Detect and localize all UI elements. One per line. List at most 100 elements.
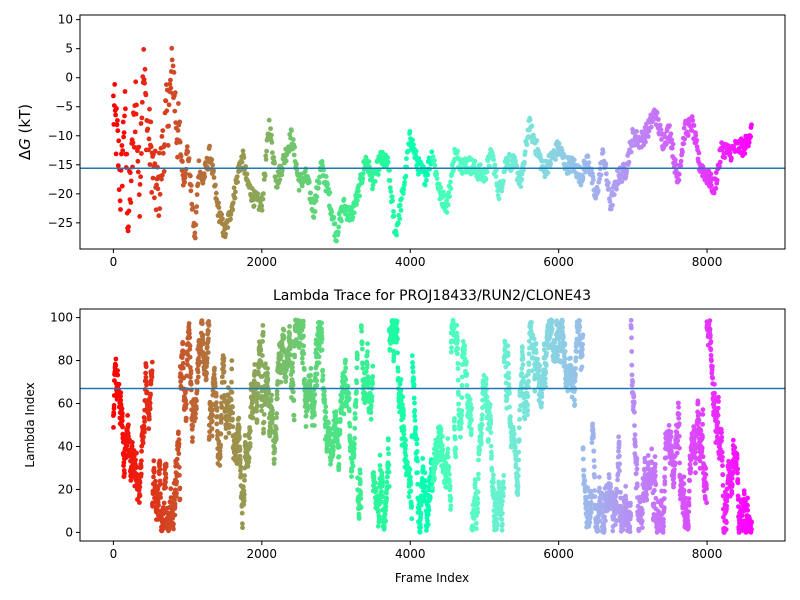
delta-g-point	[316, 180, 322, 186]
lambda-point	[577, 324, 583, 330]
lambda-point	[410, 369, 416, 375]
lambda-point	[415, 470, 420, 475]
delta-g-point	[681, 125, 687, 131]
lambda-point	[440, 434, 445, 439]
lambda-point	[219, 405, 225, 410]
lambda-point	[539, 394, 545, 399]
lambda-point	[290, 364, 295, 370]
lambda-point	[516, 457, 521, 463]
lambda-point	[351, 446, 357, 451]
lambda-point	[217, 454, 223, 460]
lambda-point	[590, 421, 595, 427]
lambda-point	[247, 441, 253, 447]
lambda-point	[447, 479, 452, 485]
lambda-point	[146, 426, 152, 432]
lambda-point	[475, 500, 481, 506]
lambda-point	[190, 435, 195, 440]
delta-g-point	[232, 195, 238, 201]
delta-g-point	[127, 170, 133, 176]
delta-g-point	[192, 235, 198, 241]
lambda-point	[115, 372, 121, 378]
delta-g-y-axis-label: ΔG (kT)	[16, 104, 34, 160]
delta-g-point	[496, 196, 502, 202]
lambda-point	[606, 475, 612, 481]
lambda-point	[265, 366, 270, 371]
delta-g-point	[327, 190, 333, 196]
lambda-point	[292, 354, 297, 360]
lambda-point	[370, 381, 375, 387]
lambda-point	[414, 449, 420, 454]
delta-g-point	[483, 176, 489, 182]
delta-g-point	[126, 208, 132, 214]
lambda-point	[580, 347, 585, 352]
delta-g-point	[670, 141, 676, 147]
delta-g-point	[529, 123, 535, 129]
lambda-point	[458, 420, 464, 426]
delta-g-point	[598, 172, 604, 178]
lambda-point	[629, 335, 634, 341]
delta-g-point	[169, 45, 175, 51]
lambda-point	[418, 525, 423, 530]
lambda-point	[631, 399, 637, 405]
lambda-point	[347, 423, 353, 429]
lambda-point	[212, 383, 218, 389]
lambda-point	[200, 332, 206, 338]
lambda-point	[525, 403, 530, 408]
y-tick-label: −25	[48, 216, 73, 230]
lambda-point	[633, 443, 638, 449]
delta-g-point	[448, 186, 454, 192]
x-tick-label: 8000	[692, 255, 723, 269]
delta-g-point	[170, 63, 176, 69]
lambda-point	[400, 394, 406, 400]
delta-g-point	[139, 151, 144, 156]
delta-g-point	[194, 192, 200, 198]
delta-g-point	[314, 194, 320, 200]
delta-g-point	[213, 190, 219, 196]
lambda-point	[272, 446, 278, 452]
lambda-point	[308, 373, 313, 378]
lambda-point	[314, 378, 320, 384]
lambda-point	[163, 464, 169, 469]
lambda-point	[519, 371, 524, 376]
delta-g-point	[375, 172, 381, 177]
lambda-point	[142, 419, 148, 424]
lambda-point	[237, 447, 243, 452]
delta-g-point	[360, 171, 366, 176]
delta-g-point	[400, 191, 406, 196]
delta-g-point	[270, 150, 275, 156]
lambda-point	[409, 516, 415, 522]
lambda-trace-plot: Lambda Trace for PROJ18433/RUN2/CLONE43 …	[23, 288, 786, 585]
delta-g-point	[269, 140, 275, 145]
delta-g-point	[389, 194, 395, 200]
delta-g-point	[714, 177, 720, 183]
lambda-point	[456, 401, 461, 407]
lambda-point	[331, 443, 336, 449]
lambda-point	[322, 388, 327, 394]
delta-g-point	[262, 173, 268, 179]
lambda-point	[632, 439, 638, 445]
lambda-point	[274, 388, 280, 394]
lambda-point	[221, 363, 227, 368]
delta-g-point	[156, 213, 162, 219]
lambda-point	[283, 379, 289, 384]
lambda-point	[188, 381, 194, 387]
lambda-point	[628, 513, 634, 519]
delta-g-point	[259, 207, 265, 213]
delta-g-point	[119, 183, 125, 189]
delta-g-point	[117, 198, 123, 204]
lambda-point	[149, 368, 155, 374]
lambda-point	[573, 366, 578, 371]
lambda-point	[218, 420, 224, 425]
lambda-point	[163, 485, 169, 490]
lambda-point	[526, 351, 532, 357]
delta-g-point	[339, 218, 344, 224]
lambda-point	[323, 404, 329, 410]
delta-g-point	[143, 92, 149, 98]
lambda-point	[475, 476, 481, 482]
x-tick-label: 0	[110, 255, 118, 269]
delta-g-point	[182, 175, 188, 180]
lambda-point	[370, 374, 376, 379]
lambda-point	[420, 464, 426, 470]
lambda-point	[151, 465, 157, 471]
lambda-point	[380, 482, 385, 487]
